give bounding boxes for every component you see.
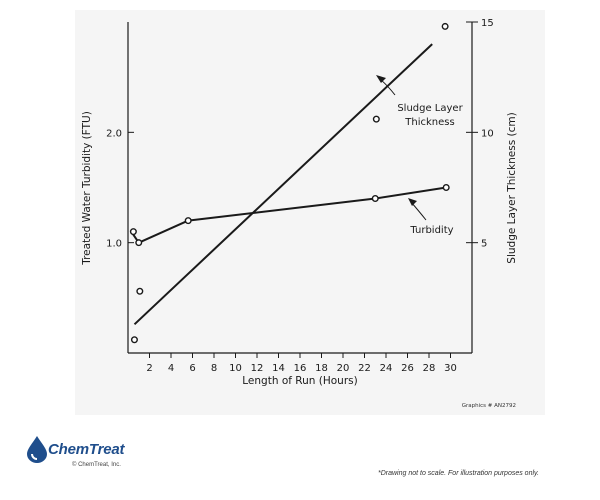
turbidity-point bbox=[184, 217, 192, 225]
x-tick-label: 12 bbox=[251, 363, 264, 374]
x-tick-label: 4 bbox=[168, 363, 174, 374]
graphics-credit: Graphics # AN2792 bbox=[462, 403, 516, 409]
chart-panel: 2 4 6 8 10 12 14 16 18 20 22 24 26 28 30 1.0 2.0 5 10 15 … bbox=[75, 10, 545, 415]
sludge-layer-thickness-point bbox=[136, 287, 144, 295]
water-drop-icon bbox=[27, 436, 47, 463]
x-tick-label: 24 bbox=[380, 363, 393, 374]
x-tick-label: 10 bbox=[229, 363, 242, 374]
y-right-tick-label: 10 bbox=[481, 128, 494, 139]
x-tick-label: 20 bbox=[337, 363, 350, 374]
sludge-layer-thickness-point bbox=[372, 115, 380, 123]
turbidity-point bbox=[371, 195, 379, 203]
x-tick-label: 22 bbox=[358, 363, 371, 374]
sludge-annotation-label-line1: Sludge Layer bbox=[397, 103, 463, 114]
left-y-axis-title: Treated Water Turbidity (FTU) bbox=[81, 111, 93, 266]
x-tick-label: 6 bbox=[189, 363, 195, 374]
turbidity-annotation-label: Turbidity bbox=[409, 225, 453, 236]
x-tick-label: 8 bbox=[211, 363, 217, 374]
logo-brand-name: ChemTreat bbox=[48, 441, 125, 458]
x-tick-label: 18 bbox=[315, 363, 328, 374]
turbidity-point bbox=[135, 239, 143, 247]
logo-copyright: © ChemTreat, Inc. bbox=[72, 462, 121, 468]
turbidity-point bbox=[129, 228, 137, 236]
turbidity-point bbox=[442, 183, 450, 191]
x-tick-label: 30 bbox=[444, 363, 457, 374]
y-left-tick-label: 1.0 bbox=[106, 239, 122, 250]
sludge-layer-thickness-line bbox=[133, 43, 433, 326]
y-left-tick-label: 2.0 bbox=[106, 128, 122, 139]
x-tick-label: 26 bbox=[401, 363, 414, 374]
x-tick-label: 2 bbox=[146, 363, 152, 374]
sludge-annotation-arrowhead bbox=[376, 75, 386, 83]
x-tick-label: 28 bbox=[423, 363, 436, 374]
y-right-tick-label: 5 bbox=[481, 239, 487, 250]
turbidity-sludge-chart: 2 4 6 8 10 12 14 16 18 20 22 24 26 28 30 1.02.0 51015 … bbox=[81, 18, 518, 409]
right-y-axis-title: Sludge Layer Thickness (cm) bbox=[506, 112, 518, 263]
chemtreat-logo: ChemTreat © ChemTreat, Inc. bbox=[22, 432, 162, 482]
turbidity-annotation-arrowhead bbox=[408, 198, 417, 206]
turbidity-line bbox=[130, 186, 447, 244]
disclaimer: *Drawing not to scale. For illustration … bbox=[378, 470, 539, 477]
sludge-annotation-label-line2: Thickness bbox=[404, 117, 454, 128]
x-tick-label: 14 bbox=[272, 363, 285, 374]
x-axis-title: Length of Run (Hours) bbox=[242, 375, 357, 387]
sludge-layer-thickness-point bbox=[441, 22, 449, 30]
y-right-tick-label: 15 bbox=[481, 18, 494, 29]
sludge-layer-thickness-point bbox=[130, 336, 138, 344]
x-tick-label: 16 bbox=[294, 363, 307, 374]
